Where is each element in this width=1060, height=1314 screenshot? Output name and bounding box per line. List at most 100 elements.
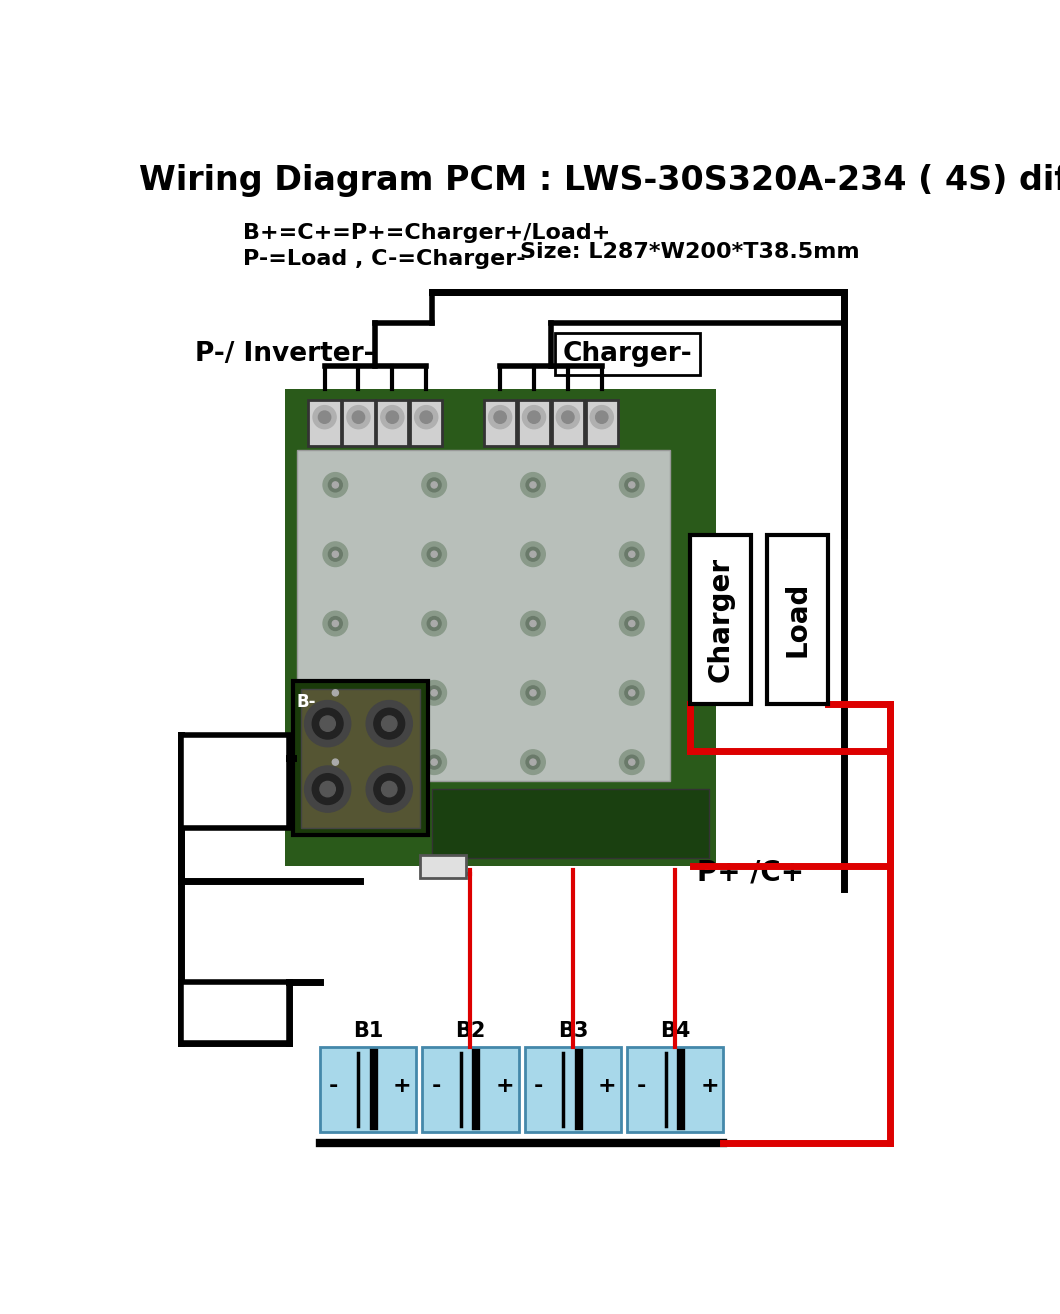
Circle shape	[332, 759, 338, 765]
Circle shape	[431, 690, 437, 696]
Circle shape	[318, 411, 331, 423]
Circle shape	[374, 708, 405, 738]
Bar	[422, 1047, 518, 1131]
Circle shape	[520, 473, 545, 497]
Circle shape	[625, 686, 639, 700]
Text: P-/ Inverter-: P-/ Inverter-	[195, 340, 375, 367]
Circle shape	[526, 686, 540, 700]
Circle shape	[422, 611, 446, 636]
Bar	[301, 689, 420, 828]
Circle shape	[329, 478, 342, 491]
Circle shape	[427, 478, 441, 491]
Text: B2: B2	[456, 1021, 485, 1041]
Circle shape	[520, 611, 545, 636]
Circle shape	[427, 686, 441, 700]
Circle shape	[332, 482, 338, 487]
Circle shape	[374, 774, 405, 804]
Circle shape	[629, 551, 635, 557]
Circle shape	[619, 750, 644, 774]
Text: +: +	[495, 1076, 514, 1096]
Circle shape	[320, 782, 335, 796]
Circle shape	[526, 548, 540, 561]
Text: Charger: Charger	[706, 557, 735, 682]
Circle shape	[422, 750, 446, 774]
Circle shape	[323, 473, 348, 497]
Circle shape	[323, 750, 348, 774]
Circle shape	[329, 756, 342, 769]
Circle shape	[431, 759, 437, 765]
Circle shape	[596, 411, 608, 423]
Text: B-: B-	[297, 692, 316, 711]
Circle shape	[494, 411, 507, 423]
Bar	[293, 681, 428, 836]
Circle shape	[329, 616, 342, 631]
Bar	[420, 854, 466, 878]
Bar	[525, 1047, 621, 1131]
Text: B3: B3	[558, 1021, 588, 1041]
Text: Size: L287*W200*T38.5mm: Size: L287*W200*T38.5mm	[520, 242, 860, 263]
Circle shape	[323, 541, 348, 566]
Circle shape	[332, 690, 338, 696]
Circle shape	[590, 406, 614, 428]
Circle shape	[313, 774, 343, 804]
Text: B+=C+=P+=Charger+/Load+: B+=C+=P+=Charger+/Load+	[243, 223, 611, 243]
Bar	[628, 1047, 723, 1131]
Bar	[690, 535, 752, 704]
Text: Charger-: Charger-	[563, 340, 692, 367]
Circle shape	[422, 473, 446, 497]
Circle shape	[427, 616, 441, 631]
Text: P-=Load , C-=Charger-: P-=Load , C-=Charger-	[243, 248, 526, 268]
Circle shape	[382, 716, 396, 732]
Circle shape	[381, 406, 404, 428]
Text: B-: B-	[183, 997, 215, 1025]
Circle shape	[526, 616, 540, 631]
Circle shape	[530, 551, 536, 557]
Bar	[297, 451, 670, 782]
Bar	[431, 790, 709, 858]
Circle shape	[526, 478, 540, 491]
Bar	[518, 401, 550, 447]
Bar	[766, 535, 828, 704]
Circle shape	[556, 406, 580, 428]
Circle shape	[323, 681, 348, 706]
Circle shape	[329, 548, 342, 561]
Circle shape	[313, 406, 336, 428]
Circle shape	[629, 690, 635, 696]
Bar	[285, 389, 717, 866]
Circle shape	[619, 611, 644, 636]
Circle shape	[420, 411, 432, 423]
Circle shape	[528, 411, 541, 423]
Circle shape	[422, 541, 446, 566]
Circle shape	[520, 750, 545, 774]
Text: -: -	[534, 1076, 544, 1096]
Bar	[376, 401, 408, 447]
Circle shape	[530, 759, 536, 765]
Circle shape	[625, 756, 639, 769]
Text: -: -	[636, 1076, 646, 1096]
Circle shape	[352, 411, 365, 423]
Bar	[410, 401, 442, 447]
Text: -: -	[431, 1076, 441, 1096]
Bar	[320, 1047, 417, 1131]
Circle shape	[431, 620, 437, 627]
Circle shape	[386, 411, 399, 423]
Circle shape	[625, 548, 639, 561]
Circle shape	[530, 690, 536, 696]
Circle shape	[366, 700, 412, 746]
Bar	[181, 982, 289, 1043]
Circle shape	[625, 478, 639, 491]
Circle shape	[304, 766, 351, 812]
Text: B1: B1	[353, 1021, 384, 1041]
Circle shape	[562, 411, 575, 423]
Text: B4: B4	[660, 1021, 690, 1041]
Circle shape	[332, 551, 338, 557]
Circle shape	[382, 782, 396, 796]
Circle shape	[619, 541, 644, 566]
Bar	[342, 401, 374, 447]
Circle shape	[629, 482, 635, 487]
Circle shape	[427, 548, 441, 561]
Circle shape	[530, 482, 536, 487]
Bar	[181, 735, 289, 828]
Circle shape	[629, 620, 635, 627]
Circle shape	[320, 716, 335, 732]
